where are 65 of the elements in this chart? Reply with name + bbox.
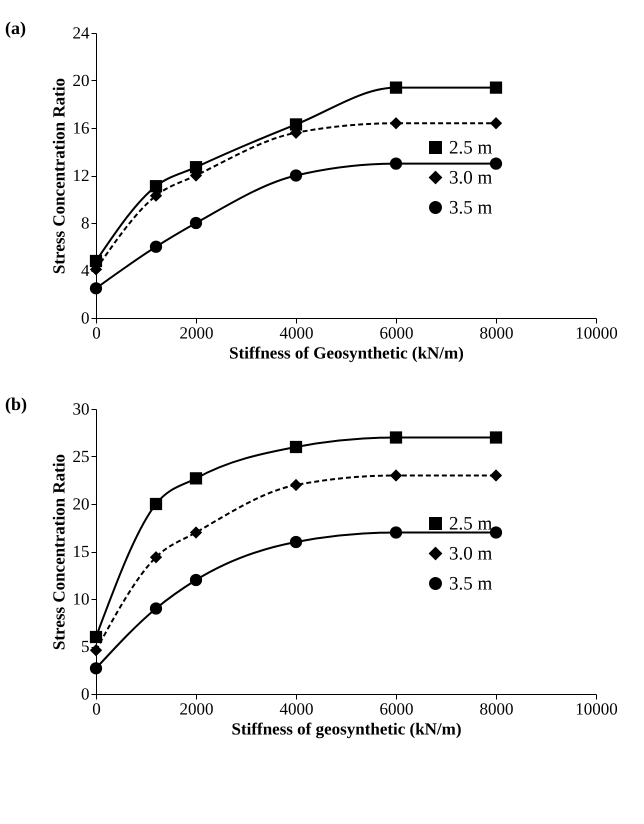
x-axis-title: Stiffness of geosynthetic (kN/m) (232, 720, 462, 738)
chart-title: (b) (5, 394, 28, 414)
chart-title: (a) (5, 18, 26, 38)
x-tick-label: 8000 (480, 324, 514, 342)
point (490, 469, 502, 482)
legend-label: 3.5 m (449, 574, 492, 594)
x-tick-label: 6000 (380, 700, 414, 718)
point (150, 498, 162, 510)
x-tick-label: 8000 (480, 700, 514, 718)
y-tick-label: 15 (72, 542, 90, 561)
point (150, 551, 162, 564)
x-tick-label: 2000 (180, 324, 214, 342)
point (190, 472, 202, 484)
point (490, 158, 502, 170)
x-tick-label: 10000 (575, 324, 618, 342)
legend-label: 3.0 m (449, 168, 492, 188)
x-tick-label: 2000 (180, 700, 214, 718)
point (490, 526, 502, 539)
y-tick-label: 30 (72, 400, 90, 418)
y-tick-label: 20 (72, 494, 90, 514)
x-tick-label: 4000 (280, 700, 314, 718)
x-tick-label: 6000 (380, 324, 414, 342)
y-tick-label: 5 (81, 637, 90, 656)
point (290, 478, 302, 492)
point (490, 82, 502, 94)
y-tick-label: 25 (72, 447, 90, 466)
point (390, 526, 402, 539)
legend-label: 2.5 m (449, 138, 492, 158)
point (150, 240, 162, 253)
y-tick-label: 0 (81, 684, 90, 704)
x-tick-label: 4000 (280, 324, 314, 342)
point (90, 630, 102, 644)
y-tick-label: 20 (72, 71, 90, 90)
y-tick-label: 0 (81, 308, 90, 328)
point (150, 602, 162, 615)
y-tick-label: 8 (81, 214, 90, 232)
y-tick-label: 24 (72, 24, 90, 42)
point (390, 82, 402, 94)
point (150, 180, 162, 192)
point (290, 169, 302, 182)
legend-label: 2.5 m (449, 514, 492, 534)
point (290, 440, 302, 454)
y-tick-label: 16 (72, 118, 90, 138)
point (190, 216, 202, 230)
x-tick-label: 10000 (575, 700, 618, 718)
y-axis-title: Stress Concentration Ratio (50, 78, 68, 274)
point (390, 117, 402, 130)
y-axis-title: Stress Concentration Ratio (50, 454, 68, 650)
legend-label: 3.5 m (449, 198, 492, 218)
y-tick-label: 12 (72, 166, 90, 185)
point (390, 469, 402, 482)
point (390, 431, 402, 444)
point (90, 662, 102, 674)
point (290, 536, 302, 548)
y-tick-label: 10 (72, 590, 90, 608)
x-axis-title: Stiffness of Geosynthetic (kN/m) (229, 344, 464, 362)
legend-label: 3.0 m (449, 544, 492, 564)
y-tick-label: 4 (81, 261, 90, 280)
point (90, 644, 102, 656)
point (190, 574, 202, 586)
point (90, 282, 102, 294)
point (390, 158, 402, 170)
point (490, 117, 502, 130)
point (190, 526, 202, 539)
point (490, 431, 502, 444)
